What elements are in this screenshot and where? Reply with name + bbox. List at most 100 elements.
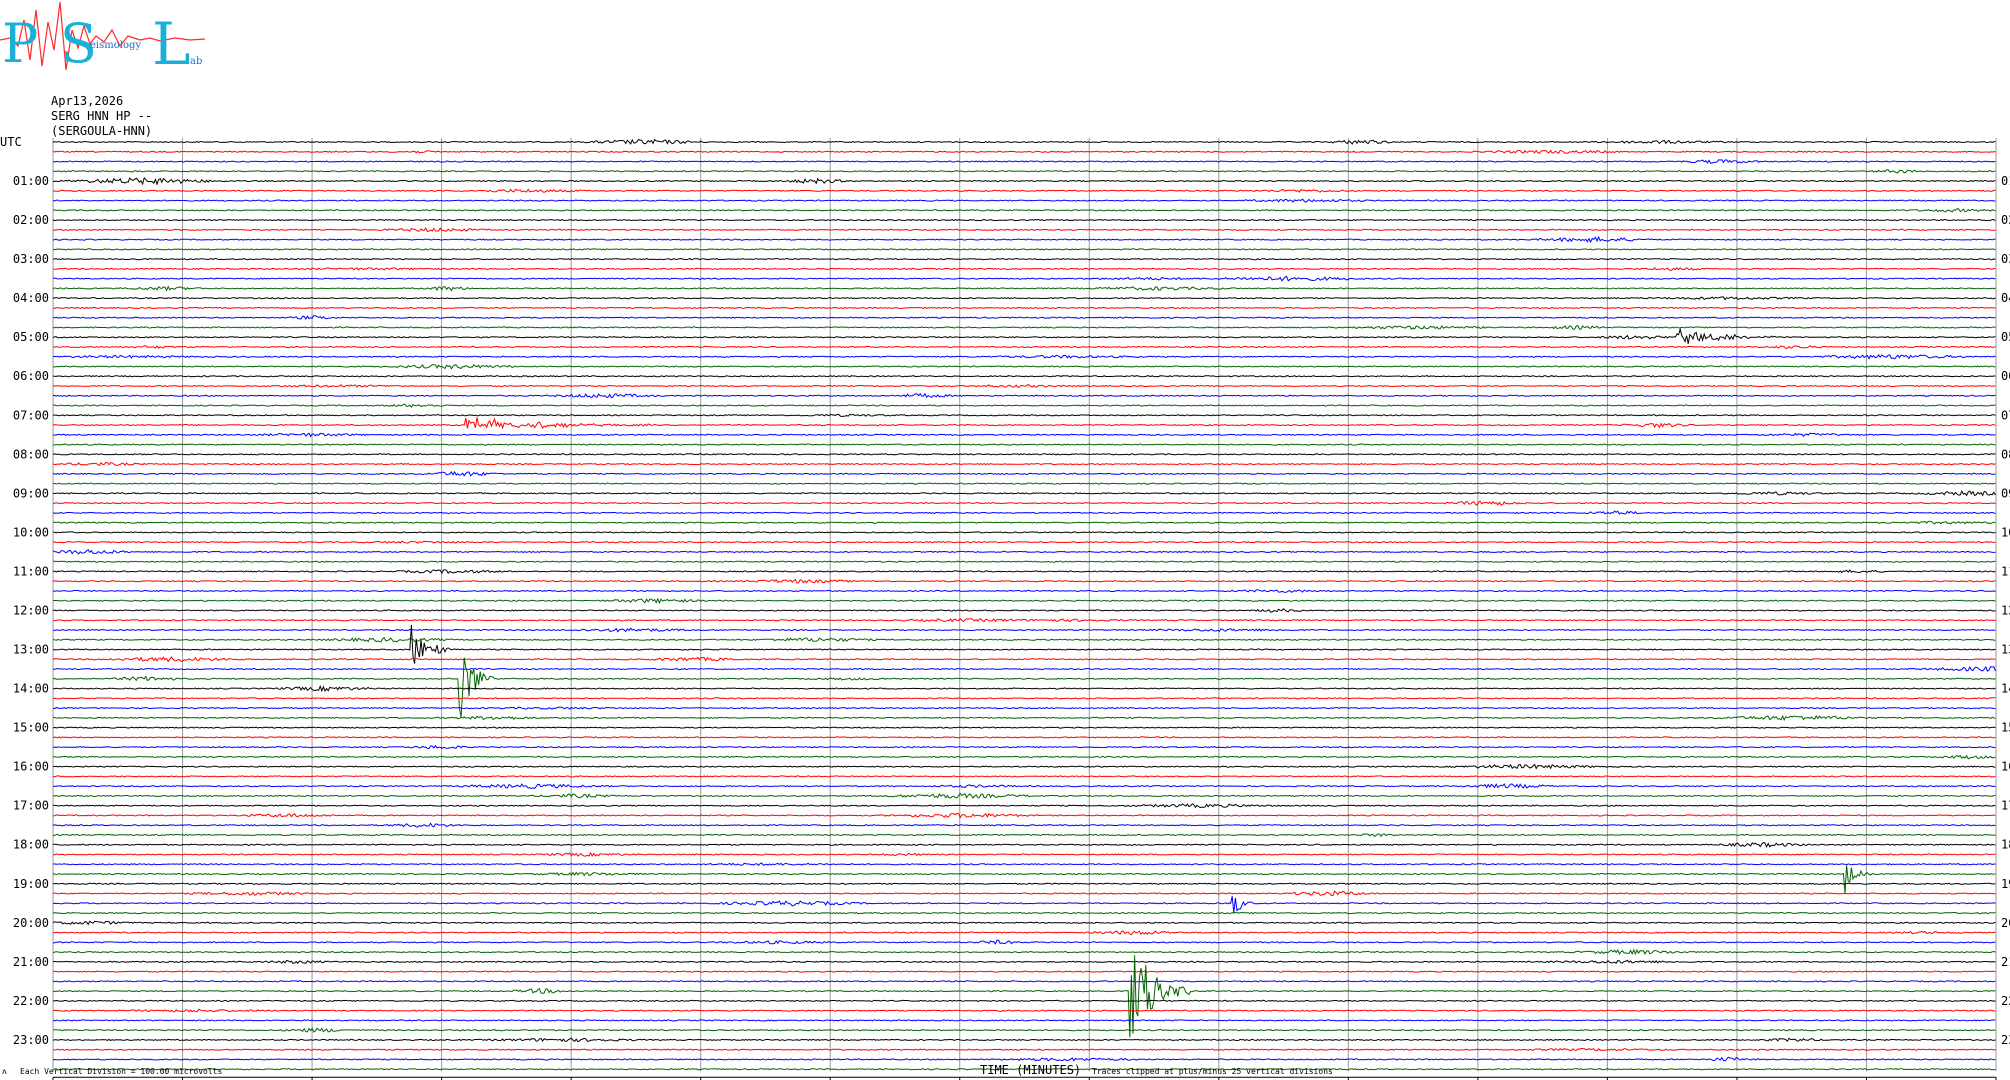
trace-row-84 <box>52 959 1996 965</box>
trace-row-78 <box>52 896 1996 913</box>
trace-row-75 <box>52 865 1996 894</box>
left-hour-label: 18:00 <box>13 838 49 852</box>
logo-text-lab: ab <box>190 56 202 67</box>
right-hour-label: 23:15 <box>2001 1033 2010 1047</box>
trace-row-77 <box>52 890 1996 897</box>
trace-row-38 <box>52 510 1996 515</box>
trace-row-74 <box>53 862 1996 867</box>
trace-row-0 <box>52 138 1996 145</box>
trace-row-35 <box>52 482 1996 485</box>
trace-row-61 <box>52 736 1996 739</box>
trace-row-53 <box>52 656 1996 663</box>
right-hour-label: 02:15 <box>2001 213 2010 227</box>
left-utc-label: UTC <box>0 135 22 149</box>
header-site: (SERGOULA-HNN) <box>51 124 153 138</box>
trace-row-63 <box>52 754 1996 760</box>
trace-row-54 <box>52 665 1996 672</box>
logo-letter-s: S <box>60 12 97 74</box>
left-hour-label: 23:00 <box>13 1033 49 1047</box>
left-hour-label: 20:00 <box>13 916 49 930</box>
trace-row-11 <box>52 248 1996 251</box>
trace-row-85 <box>52 970 1996 973</box>
left-hour-label: 13:00 <box>13 643 49 657</box>
trace-row-51 <box>52 636 1996 643</box>
logo-text-seismology: eismology <box>90 40 141 51</box>
trace-row-21 <box>52 345 1996 349</box>
trace-row-50 <box>52 627 1996 633</box>
left-hour-label: 17:00 <box>13 799 49 813</box>
left-hour-label: 05:00 <box>13 330 49 344</box>
trace-row-15 <box>52 285 1996 292</box>
left-hour-label: 07:00 <box>13 408 49 422</box>
trace-row-3 <box>52 169 1996 174</box>
trace-row-71 <box>52 833 1996 838</box>
trace-row-45 <box>52 578 1996 584</box>
x-axis: 00010203040506070809101112131415 <box>52 1076 1997 1080</box>
trace-row-57 <box>52 697 1996 700</box>
trace-row-86 <box>52 980 1996 983</box>
right-hour-label: 01:15 <box>2001 174 2010 188</box>
trace-row-89 <box>53 1008 1996 1013</box>
right-hour-label: 09:15 <box>2001 486 2010 500</box>
right-hour-label: 08:15 <box>2001 447 2010 461</box>
trace-row-8 <box>52 218 1996 222</box>
logo-letter-p: P <box>2 12 38 74</box>
left-hour-label: 22:00 <box>13 994 49 1008</box>
trace-row-4 <box>52 176 1996 186</box>
header-station: SERG HNN HP -- <box>51 109 153 123</box>
psl-logo: P S L eismology ab <box>0 1 206 74</box>
trace-row-90 <box>52 1019 1996 1022</box>
trace-row-64 <box>53 763 1996 770</box>
trace-row-31 <box>52 443 1996 446</box>
logo-letter-l: L <box>152 10 191 74</box>
trace-row-40 <box>52 531 1996 534</box>
trace-row-60 <box>52 726 1996 729</box>
trace-row-79 <box>52 911 1996 915</box>
right-hour-label: 04:15 <box>2001 291 2010 305</box>
header-date: Apr13,2026 <box>51 94 124 108</box>
trace-row-25 <box>52 384 1996 388</box>
chart-footer: ʌ Each Vertical Division = 100.00 microvo… <box>2 1063 1333 1077</box>
trace-row-66 <box>52 783 1996 789</box>
trace-row-41 <box>52 540 1996 544</box>
left-hour-label: 02:00 <box>13 213 49 227</box>
trace-row-42 <box>52 548 1996 555</box>
left-hour-label: 09:00 <box>13 486 49 500</box>
left-hour-label: 06:00 <box>13 369 49 383</box>
trace-row-13 <box>52 267 1996 272</box>
trace-row-83 <box>52 948 1996 956</box>
footer-vertical-division: Each Vertical Division = 100.00 microvol… <box>20 1067 222 1076</box>
trace-row-95 <box>52 1068 1996 1071</box>
right-hour-label: 13:15 <box>2001 643 2010 657</box>
trace-row-87 <box>52 955 1996 1038</box>
trace-row-27 <box>52 403 1996 408</box>
trace-row-10 <box>52 235 1996 244</box>
trace-row-5 <box>52 188 1996 193</box>
trace-row-80 <box>52 920 1996 926</box>
trace-row-43 <box>53 560 1996 563</box>
trace-row-36 <box>52 490 1996 497</box>
trace-row-33 <box>52 461 1996 467</box>
right-hour-label: 19:15 <box>2001 877 2010 891</box>
trace-row-30 <box>52 432 1996 438</box>
trace-row-62 <box>52 744 1996 750</box>
trace-row-72 <box>52 841 1996 848</box>
left-hour-label: 03:00 <box>13 252 49 266</box>
trace-row-47 <box>52 597 1996 605</box>
right-hour-label: 06:15 <box>2001 369 2010 383</box>
right-hour-label: 22:15 <box>2001 994 2010 1008</box>
left-hour-label: 10:00 <box>13 525 49 539</box>
trace-row-73 <box>52 851 1996 858</box>
trace-row-22 <box>53 354 1996 360</box>
right-hour-label: 15:15 <box>2001 721 2010 735</box>
trace-row-18 <box>52 314 1996 320</box>
logo-seismic-trace <box>0 1 206 71</box>
trace-row-49 <box>52 617 1996 623</box>
trace-row-1 <box>52 149 1996 155</box>
right-hour-label: 16:15 <box>2001 760 2010 774</box>
left-hour-label: 08:00 <box>13 447 49 461</box>
trace-row-28 <box>52 413 1996 418</box>
trace-row-93 <box>52 1047 1996 1052</box>
trace-row-69 <box>52 812 1996 819</box>
